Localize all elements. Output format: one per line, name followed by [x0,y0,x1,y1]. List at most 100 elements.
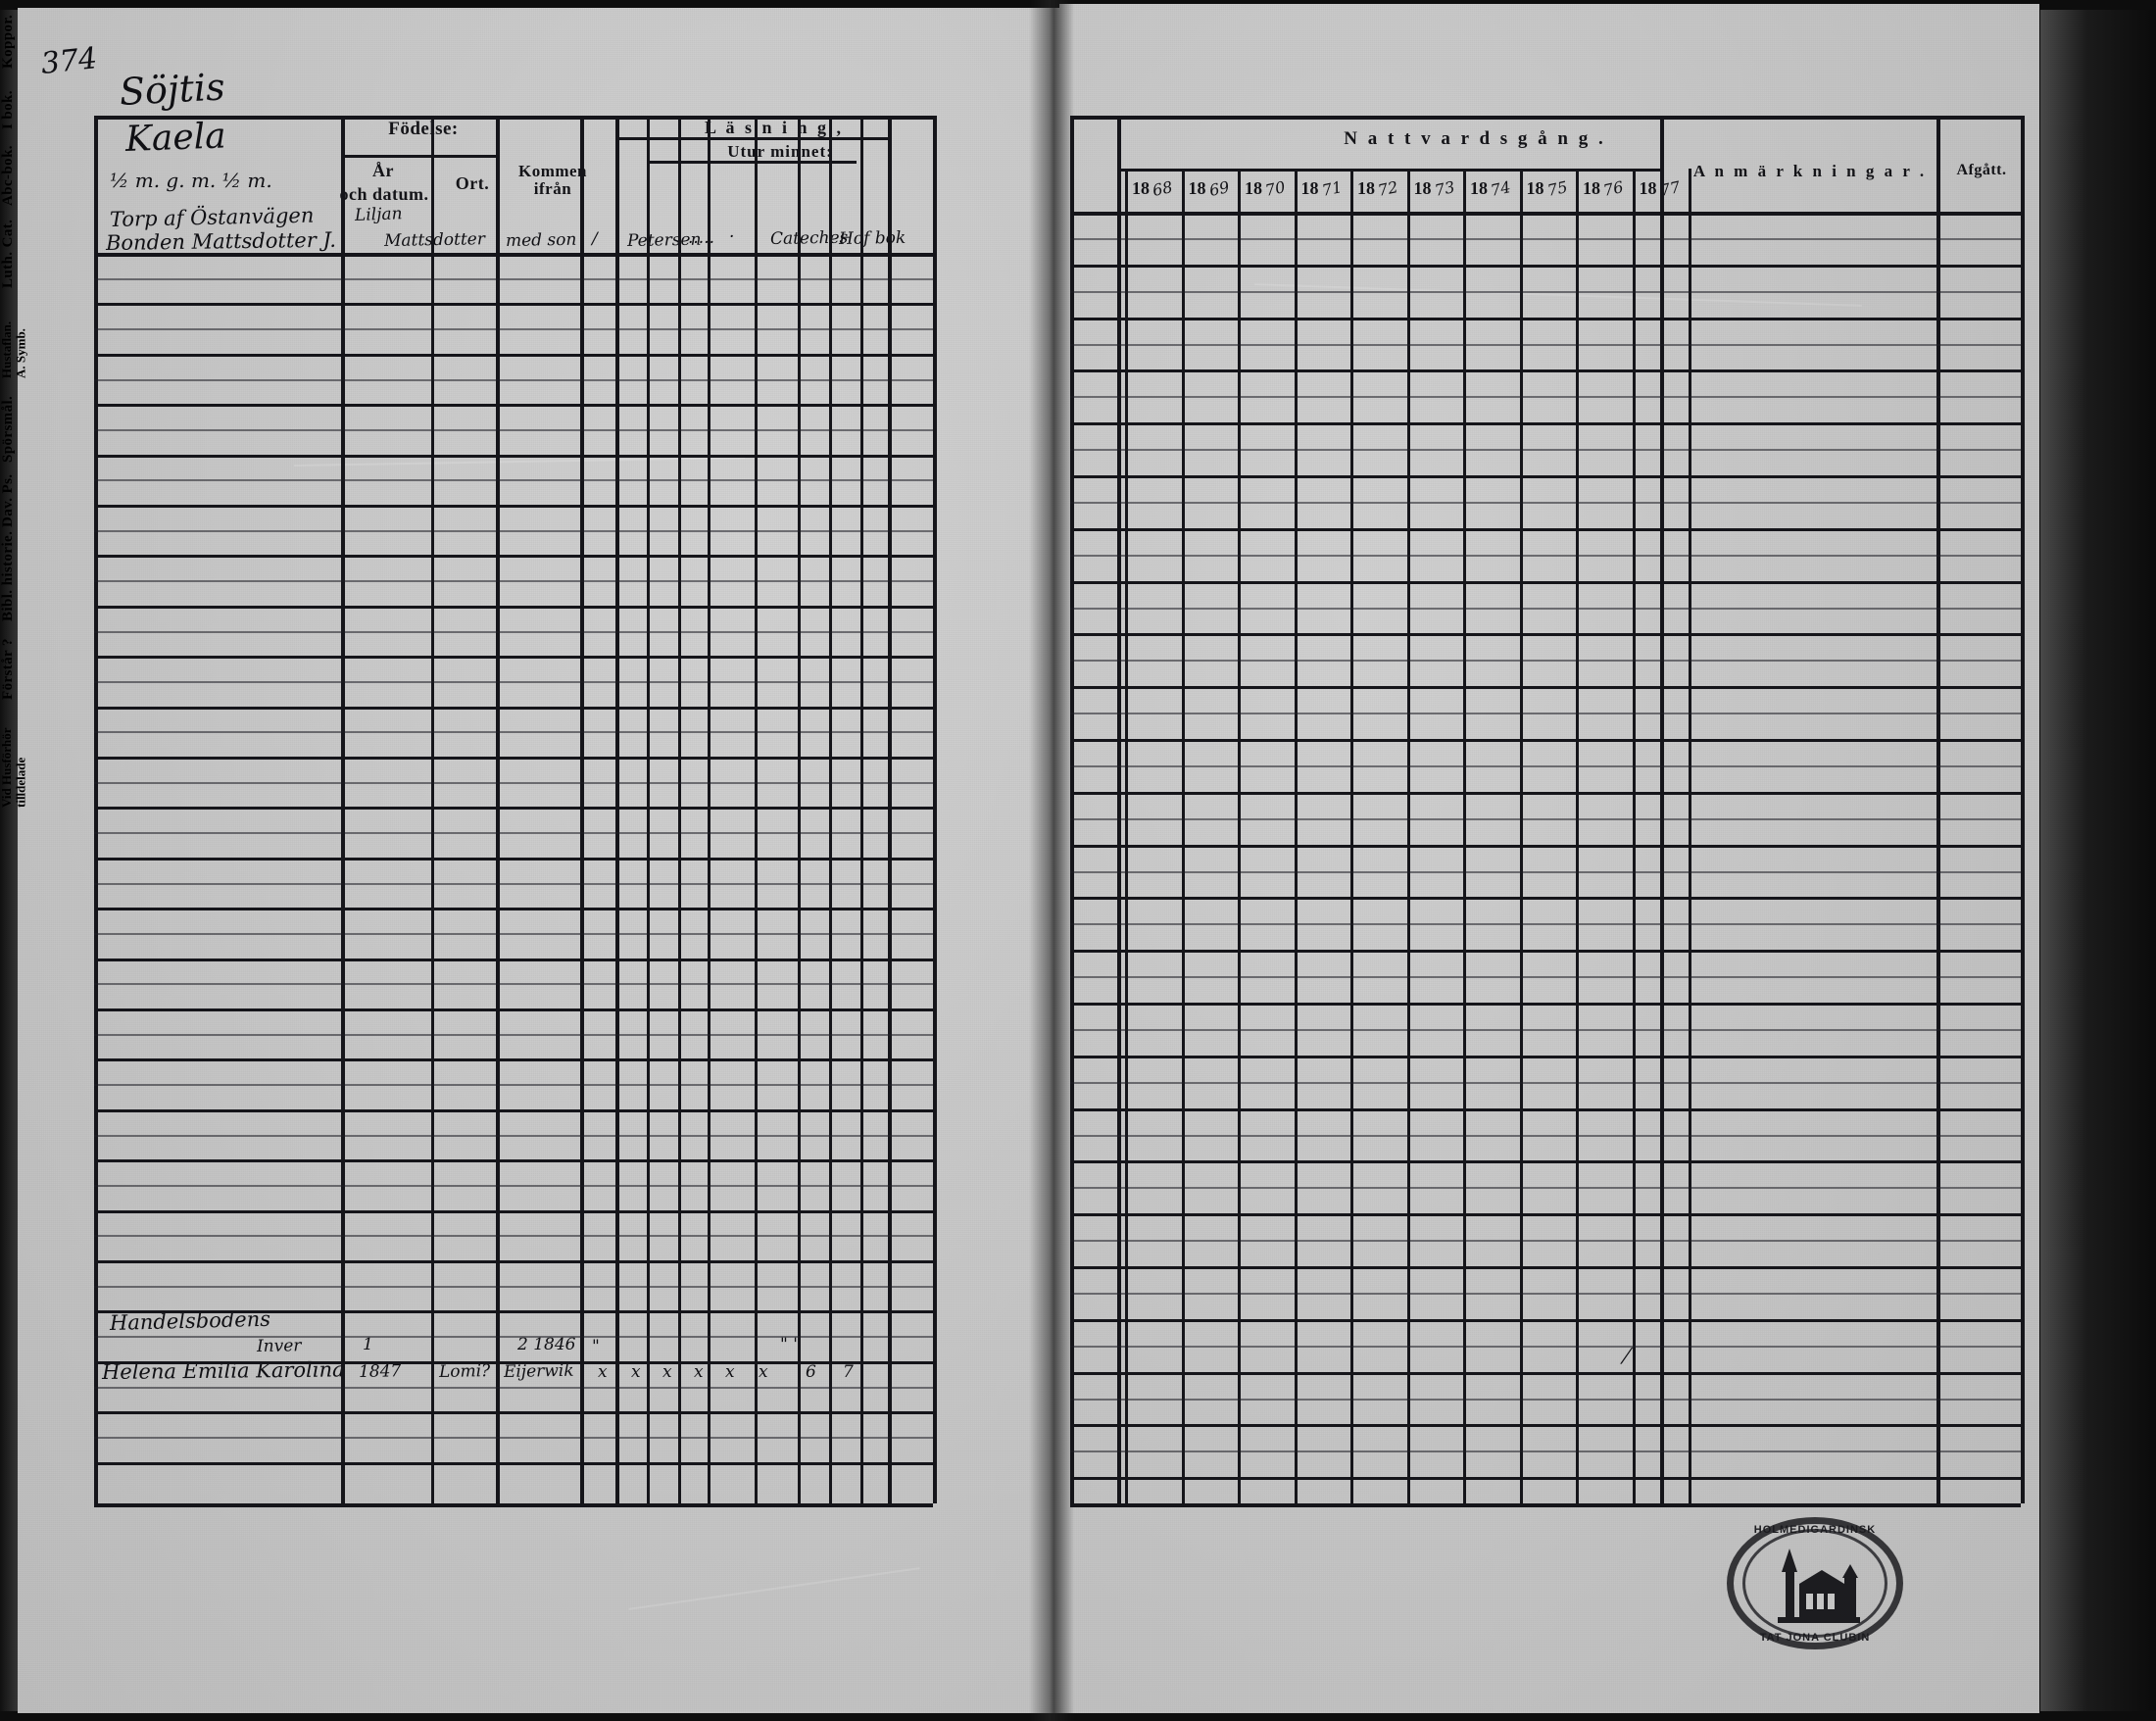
table-row-rule [94,479,933,481]
table-row-rule [94,1058,933,1061]
header-i-bok: I bok. [0,90,16,129]
table-row-rule [1070,765,2021,767]
table-row-rule [94,278,933,280]
table-row-rule [1070,713,2021,714]
table-row-rule [1070,1029,2021,1031]
table-row-rule [94,455,933,458]
right-page-paper [1059,4,2039,1713]
table-column-rule [1463,169,1466,1503]
table-row-rule [94,1109,933,1112]
table-row-rule [1070,475,2021,478]
header-koppor: Koppor. [0,14,16,69]
table-row-rule [94,328,933,330]
entry-bottom-ar-datum: 1847 [358,1361,402,1382]
table-row-rule [1117,169,1660,172]
table-row-rule [1070,1082,2021,1084]
entry-bottom-forstar: 6 [806,1362,816,1382]
table-row-rule [94,1084,933,1086]
header-afgatt: Afgått. [1956,162,2007,178]
stamp-outer-ring [1727,1517,1903,1649]
year-suffix: 73 [1432,177,1456,200]
entry-top-ar-datum: Liljan [354,204,403,225]
table-row-rule [1070,396,2021,398]
entry-bottom-sporsmal: x [725,1362,735,1382]
entry-bottom-dav-ps: x [759,1362,768,1382]
entry-top-sporsmal: Cateches [769,227,849,249]
table-column-rule [888,116,892,1503]
table-row-rule [1070,1424,2021,1427]
table-column-rule [431,157,434,1503]
year-suffix: 76 [1601,177,1626,200]
page-number: 374 [39,41,99,81]
table-column-rule [798,116,801,1503]
table-row-rule [1070,792,2021,795]
year-suffix: 70 [1263,177,1288,200]
header-abc-bok: Abc-bok. [0,145,16,206]
entry-top-bibl-historie: Hof bok [838,227,906,249]
table-row-rule [1070,1240,2021,1242]
table-row-rule [94,580,933,582]
table-column-rule [580,116,584,1503]
table-row-rule [94,253,933,257]
table-column-rule [1117,116,1121,1503]
table-column-rule [1633,169,1636,1503]
table-row-rule [1070,116,2021,120]
year-suffix: 68 [1151,177,1175,200]
table-row-rule [94,731,933,733]
table-column-rule [1350,169,1353,1503]
year-prefix: 18 [1526,178,1544,198]
entry-bottom-luth-cat: x [662,1362,672,1382]
table-row-rule [94,631,933,633]
header-bibl-historie: Bibl. historie. [0,530,16,621]
year-column-1871: 1871 [1301,177,1344,200]
year-suffix: 75 [1544,177,1569,200]
entry-top-line1: Torp af Östanvägen [109,203,315,231]
table-row-rule [94,555,933,558]
stamp-inner-ring [1742,1529,1887,1638]
table-row-rule [94,404,933,407]
table-row-rule [1070,1293,2021,1295]
header-sporsmal: Spörsmål. [0,395,16,463]
header-utur-minnet: Utur minnet: [727,142,833,161]
header-nattvardsgang: N a t t v a r d s g å n g . [1344,128,1606,149]
header-forstar: Förstår ? [0,638,16,700]
year-suffix: 72 [1376,177,1400,200]
table-row-rule [94,1034,933,1036]
table-row-rule [94,1387,933,1389]
table-column-rule [755,116,758,1503]
table-row-rule [1070,818,2021,820]
entry-bottom-abc-bok: x [631,1362,641,1382]
entry-top-hustaflan: · [729,227,735,247]
table-column-rule [860,116,863,1503]
table-row-rule [94,933,933,935]
table-row-rule [94,303,933,306]
table-row-rule [94,429,933,431]
entry-bottom-bibl-historie: " " [780,1335,802,1354]
table-row-rule [94,1260,933,1263]
table-row-rule [1070,369,2021,372]
year-column-1877: 1877 [1640,177,1682,200]
table-row-rule [1070,238,2021,240]
year-column-1870: 1870 [1245,177,1288,200]
table-row-rule [94,1185,933,1187]
table-row-rule [1070,555,2021,557]
table-row-rule [1070,1451,2021,1452]
table-column-rule [1520,169,1523,1503]
table-column-rule [829,116,832,1503]
year-column-1869: 1869 [1189,177,1231,200]
scan-right-edge [2040,0,2156,1721]
table-row-rule [1070,686,2021,689]
entry-top-koppor: / [592,229,598,249]
header-fodelse: Födelse: [388,119,459,139]
left-page-paper [18,8,1059,1713]
table-row-rule [1070,1160,2021,1163]
table-row-rule [94,505,933,508]
table-row-rule [1070,265,2021,268]
year-suffix: 74 [1489,177,1513,200]
church-icon [1778,1549,1860,1623]
table-row-rule [1070,318,2021,320]
table-row-rule [94,757,933,760]
table-column-rule [496,116,500,1503]
table-row-rule [94,379,933,381]
table-row-rule [94,606,933,609]
